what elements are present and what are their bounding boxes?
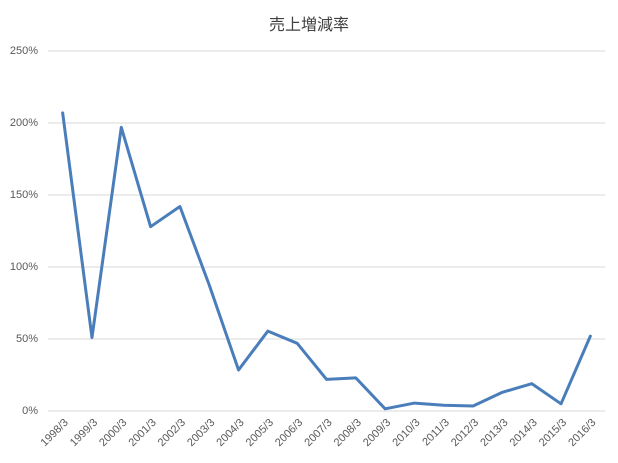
- data-line: [61, 111, 592, 411]
- chart-title: 売上増減率: [269, 16, 349, 34]
- y-tick-label: 100%: [10, 261, 38, 273]
- y-tick-label: 0%: [22, 405, 38, 417]
- y-tick-label: 50%: [16, 333, 38, 345]
- y-tick-label: 150%: [10, 189, 38, 201]
- y-tick-label: 250%: [10, 45, 38, 57]
- y-tick-label: 200%: [10, 117, 38, 129]
